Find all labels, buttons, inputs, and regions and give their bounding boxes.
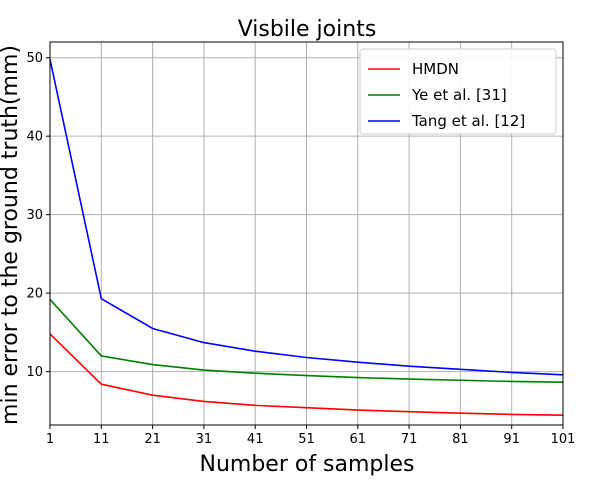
legend-label: Tang et al. [12]	[411, 112, 525, 130]
legend-label: HMDN	[412, 60, 459, 78]
series-lines	[49, 59, 564, 416]
y-axis-title: min error to the ground truth(mm)	[0, 45, 23, 425]
x-tick-label: 51	[298, 432, 315, 447]
chart-title: Visbile joints	[238, 17, 377, 42]
x-tick-label: 11	[93, 432, 110, 447]
x-tick-label: 41	[247, 432, 264, 447]
x-tick-label: 61	[350, 432, 367, 447]
x-tick-label: 101	[551, 432, 576, 447]
y-tick-label: 40	[26, 130, 43, 145]
y-tick-label: 50	[26, 51, 43, 66]
x-tick-label: 71	[401, 432, 418, 447]
x-tick-label: 81	[452, 432, 469, 447]
x-tick-label: 91	[503, 432, 520, 447]
x-tick-label: 1	[46, 432, 54, 447]
legend-label: Ye et al. [31]	[411, 86, 507, 104]
y-tick-label: 30	[26, 208, 43, 223]
legend: HMDN Ye et al. [31] Tang et al. [12]	[359, 48, 557, 135]
series-line-2	[49, 298, 564, 384]
series-line-3	[49, 59, 564, 376]
x-tick-label: 31	[196, 432, 213, 447]
x-axis-title: Number of samples	[199, 452, 414, 477]
y-tick-label: 10	[26, 365, 43, 380]
legend-box	[359, 48, 557, 135]
series-line-1	[49, 333, 564, 416]
y-tick-label: 20	[26, 287, 43, 302]
x-tick-label: 21	[144, 432, 161, 447]
